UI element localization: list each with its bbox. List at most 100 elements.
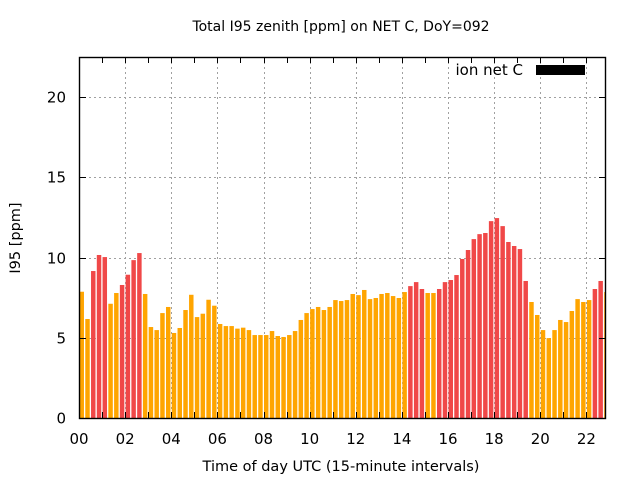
bar <box>454 275 459 418</box>
bar <box>540 330 546 418</box>
bar <box>413 282 419 418</box>
bar <box>546 338 552 418</box>
x-tick-label: 18 <box>485 430 504 448</box>
bar <box>575 299 580 418</box>
bar <box>408 286 413 418</box>
bar <box>298 319 304 418</box>
x-axis-label: Time of day UTC (15-minute intervals) <box>202 459 480 475</box>
bar <box>436 289 442 418</box>
x-tick-label: 08 <box>254 430 273 448</box>
legend-label: ion net C <box>456 61 523 79</box>
bar <box>402 292 407 418</box>
bar <box>483 233 488 418</box>
bar <box>517 249 523 418</box>
bar <box>154 330 159 418</box>
bar <box>240 327 246 418</box>
bar <box>310 309 315 418</box>
bar <box>223 326 229 418</box>
bar <box>281 336 286 418</box>
y-tick-label: 10 <box>47 250 66 268</box>
x-tick-label: 10 <box>300 430 319 448</box>
bar <box>529 302 534 418</box>
bar <box>287 335 292 418</box>
bar <box>142 293 148 418</box>
bar <box>119 284 125 418</box>
bar <box>350 293 355 418</box>
bar <box>137 253 142 418</box>
bar <box>431 293 436 418</box>
bar <box>396 297 402 418</box>
bar <box>125 274 131 418</box>
bars <box>79 218 606 418</box>
bar <box>367 299 373 418</box>
bar <box>581 302 586 418</box>
bar <box>442 282 448 418</box>
bar <box>315 306 321 418</box>
bar <box>563 322 569 418</box>
y-tick-label: 15 <box>47 169 66 187</box>
bar <box>465 250 471 418</box>
x-tick-label: 22 <box>577 430 596 448</box>
bar <box>183 310 188 418</box>
bar <box>200 313 206 418</box>
bar <box>362 289 367 418</box>
bar <box>471 239 477 418</box>
bar <box>523 280 528 418</box>
y-tick-label: 20 <box>47 89 66 107</box>
bar <box>385 293 390 418</box>
bar <box>333 300 338 418</box>
bar <box>91 271 96 418</box>
bar <box>373 297 379 418</box>
y-tick-label: 0 <box>56 410 66 428</box>
x-tick-label: 16 <box>438 430 457 448</box>
x-tick-label: 04 <box>162 430 181 448</box>
legend: ion net C <box>456 61 585 79</box>
bar <box>165 306 171 418</box>
x-tick-label: 14 <box>392 430 411 448</box>
bar <box>148 327 154 418</box>
bar <box>258 335 263 418</box>
bar <box>229 326 234 418</box>
bar <box>79 291 84 418</box>
bar <box>506 241 511 418</box>
x-tick-label: 06 <box>208 430 227 448</box>
x-tick-label: 20 <box>531 430 550 448</box>
bar <box>338 301 344 418</box>
grid <box>79 57 606 418</box>
bar <box>292 331 298 418</box>
y-tick-label: 5 <box>56 330 66 348</box>
bar <box>477 234 482 418</box>
chart-title: Total I95 zenith [ppm] on NET C, DoY=092 <box>191 19 489 35</box>
bar <box>552 330 557 418</box>
bar <box>419 289 425 418</box>
bar <box>131 260 136 418</box>
bar <box>379 293 384 418</box>
bar <box>269 331 275 418</box>
bar <box>598 280 603 418</box>
bar <box>321 310 327 418</box>
legend-swatch <box>536 65 585 75</box>
bar <box>206 299 211 418</box>
bar <box>569 310 575 418</box>
bar <box>194 317 200 418</box>
bar <box>592 289 598 418</box>
bar <box>85 319 90 418</box>
bar <box>96 254 102 418</box>
y-tick-labels: 0 5 10 15 20 <box>47 89 66 428</box>
bar <box>217 323 223 418</box>
x-tick-label: 00 <box>69 430 88 448</box>
bar <box>160 313 165 418</box>
plot-frame <box>78 56 607 420</box>
bar <box>189 294 194 418</box>
bar <box>252 335 257 418</box>
bar <box>171 332 177 418</box>
bar <box>586 300 592 418</box>
bar <box>264 335 269 418</box>
bar <box>535 314 540 418</box>
bar <box>425 293 430 418</box>
bar <box>177 327 182 418</box>
bar <box>356 295 361 418</box>
bar <box>327 306 332 418</box>
bar <box>511 246 517 418</box>
